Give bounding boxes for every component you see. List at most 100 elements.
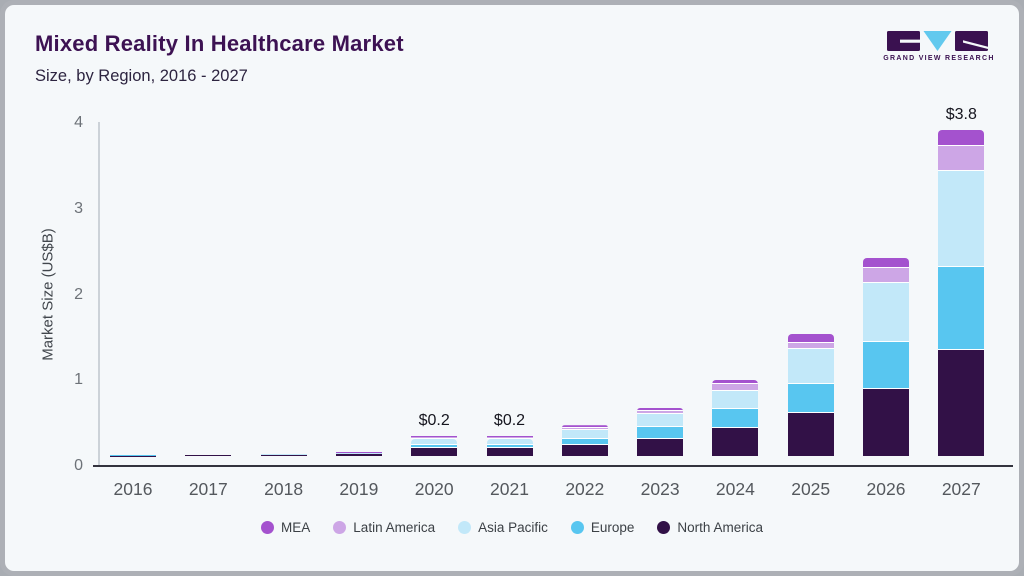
legend-label-europe: Europe bbox=[590, 520, 635, 535]
legend-item-latin-america: Latin America bbox=[333, 520, 435, 535]
legend-item-mea: MEA bbox=[261, 520, 310, 535]
y-tick-label-4: 4 bbox=[74, 114, 83, 131]
x-tick-label-2022: 2022 bbox=[565, 479, 605, 499]
bar-segment-mea-2022 bbox=[561, 425, 608, 428]
bar-segment-mea-2024 bbox=[712, 379, 759, 384]
bar-segment-north-america-2025 bbox=[787, 413, 834, 456]
bar-segment-asia-pacific-2024 bbox=[712, 390, 759, 409]
bar-2021: $0.2 bbox=[486, 412, 533, 456]
x-tick-label-2018: 2018 bbox=[264, 479, 304, 499]
x-tick-label-2027: 2027 bbox=[941, 479, 981, 499]
y-tick-label-1: 1 bbox=[74, 371, 83, 389]
bar-2017 bbox=[185, 454, 232, 456]
legend-label-asia-pacific: Asia Pacific bbox=[478, 520, 548, 535]
legend-swatch-latin-america bbox=[333, 521, 347, 534]
bar-2016 bbox=[110, 455, 156, 456]
logo-r-block bbox=[955, 31, 988, 51]
page-subtitle: Size, by Region, 2016 - 2027 bbox=[35, 67, 248, 85]
bar-2023 bbox=[637, 408, 684, 456]
bar-segment-latin-america-2020 bbox=[411, 437, 458, 439]
bar-2026 bbox=[863, 257, 909, 456]
y-tick-label-2: 2 bbox=[74, 285, 83, 303]
bar-segment-north-america-2019 bbox=[335, 454, 382, 456]
bar-segment-asia-pacific-2019 bbox=[335, 452, 382, 454]
bar-segment-north-america-2026 bbox=[863, 389, 909, 456]
bar-segment-asia-pacific-2023 bbox=[637, 414, 684, 427]
bar-2025 bbox=[787, 334, 834, 456]
bar-segment-north-america-2024 bbox=[712, 427, 759, 456]
bar-segment-north-america-2023 bbox=[637, 438, 684, 456]
bar-segment-latin-america-2024 bbox=[712, 383, 759, 391]
bar-segment-asia-pacific-2027 bbox=[938, 171, 985, 268]
gvr-logo: GRAND VIEW RESEARCH bbox=[883, 31, 993, 62]
bar-segment-north-america-2022 bbox=[561, 444, 608, 456]
bar-segment-europe-2025 bbox=[787, 383, 834, 414]
legend-label-mea: MEA bbox=[281, 520, 311, 535]
x-tick-label-2024: 2024 bbox=[715, 479, 755, 499]
legend-swatch-north-america bbox=[657, 521, 671, 534]
bar-segment-europe-2026 bbox=[863, 341, 909, 390]
bar-segment-europe-2023 bbox=[637, 426, 684, 439]
page-title: Mixed Reality In Healthcare Market bbox=[35, 31, 404, 56]
bar-2018 bbox=[260, 453, 307, 456]
legend: MEA Latin America Asia Pacific Europe North … bbox=[5, 520, 1019, 535]
x-tick-label-2016: 2016 bbox=[113, 479, 153, 499]
x-tick-label-2026: 2026 bbox=[866, 479, 906, 499]
bar-segment-europe-2022 bbox=[561, 438, 608, 445]
bar-segment-mea-2026 bbox=[863, 257, 909, 269]
bar-segment-europe-2021 bbox=[486, 444, 533, 449]
logo-r-slash bbox=[963, 40, 988, 49]
x-tick-label-2019: 2019 bbox=[339, 479, 379, 499]
bar-segment-mea-2023 bbox=[637, 408, 684, 412]
bar-segment-mea-2020 bbox=[411, 436, 458, 438]
gvr-logo-mark bbox=[887, 31, 988, 51]
y-axis-line bbox=[98, 122, 100, 466]
bar-segment-asia-pacific-2020 bbox=[411, 438, 458, 445]
bar-segment-north-america-2027 bbox=[938, 349, 985, 456]
bar-segment-latin-america-2027 bbox=[938, 145, 985, 172]
bar-value-label-2021: $0.2 bbox=[493, 412, 526, 430]
bar-segment-north-america-2021 bbox=[486, 448, 533, 456]
bar-value-label-2020: $0.2 bbox=[418, 412, 450, 430]
bar-segment-north-america-2017 bbox=[185, 455, 232, 456]
x-tick-label-2020: 2020 bbox=[414, 479, 454, 499]
bar-segment-europe-2024 bbox=[712, 408, 759, 428]
x-tick-label-2025: 2025 bbox=[791, 479, 831, 499]
legend-item-asia-pacific: Asia Pacific bbox=[458, 520, 548, 535]
bar-segment-latin-america-2023 bbox=[637, 411, 684, 414]
x-tick-label-2021: 2021 bbox=[490, 479, 529, 499]
bar-segment-europe-2027 bbox=[938, 267, 985, 350]
x-tick-label-2017: 2017 bbox=[188, 479, 228, 499]
bar-value-label-2027: $3.8 bbox=[945, 106, 977, 124]
bar-segment-mea-2021 bbox=[486, 436, 533, 438]
bar-2019 bbox=[335, 452, 382, 456]
bar-segment-latin-america-2026 bbox=[863, 268, 909, 283]
x-axis-line bbox=[93, 465, 1013, 467]
y-tick-label-0: 0 bbox=[74, 457, 83, 474]
bar-segment-asia-pacific-2022 bbox=[561, 430, 608, 439]
bar-segment-mea-2025 bbox=[787, 334, 834, 343]
legend-label-latin-america: Latin America bbox=[353, 520, 436, 535]
legend-item-north-america: North America bbox=[657, 520, 763, 535]
bar-segment-latin-america-2025 bbox=[787, 342, 834, 349]
bar-segment-latin-america-2021 bbox=[486, 437, 533, 439]
legend-swatch-mea bbox=[261, 521, 275, 534]
logo-g-slit bbox=[900, 39, 920, 43]
logo-v-triangle bbox=[923, 31, 952, 51]
bar-2020: $0.2 bbox=[411, 412, 458, 456]
bar-2027: $3.8 bbox=[938, 106, 985, 456]
bar-2022 bbox=[561, 425, 608, 456]
bar-segment-asia-pacific-2021 bbox=[486, 438, 533, 445]
bar-segment-asia-pacific-2025 bbox=[787, 348, 834, 384]
bar-segment-latin-america-2022 bbox=[561, 427, 608, 431]
bar-segment-mea-2027 bbox=[938, 130, 985, 146]
legend-swatch-asia-pacific bbox=[458, 521, 472, 534]
y-tick-label-3: 3 bbox=[74, 199, 83, 217]
bar-segment-north-america-2018 bbox=[260, 454, 307, 456]
logo-wordmark: GRAND VIEW RESEARCH bbox=[883, 55, 995, 62]
bar-segment-europe-2019 bbox=[335, 453, 382, 455]
legend-label-north-america: North America bbox=[677, 520, 763, 535]
bar-segment-europe-2020 bbox=[411, 444, 458, 449]
bar-segment-north-america-2020 bbox=[411, 448, 458, 456]
